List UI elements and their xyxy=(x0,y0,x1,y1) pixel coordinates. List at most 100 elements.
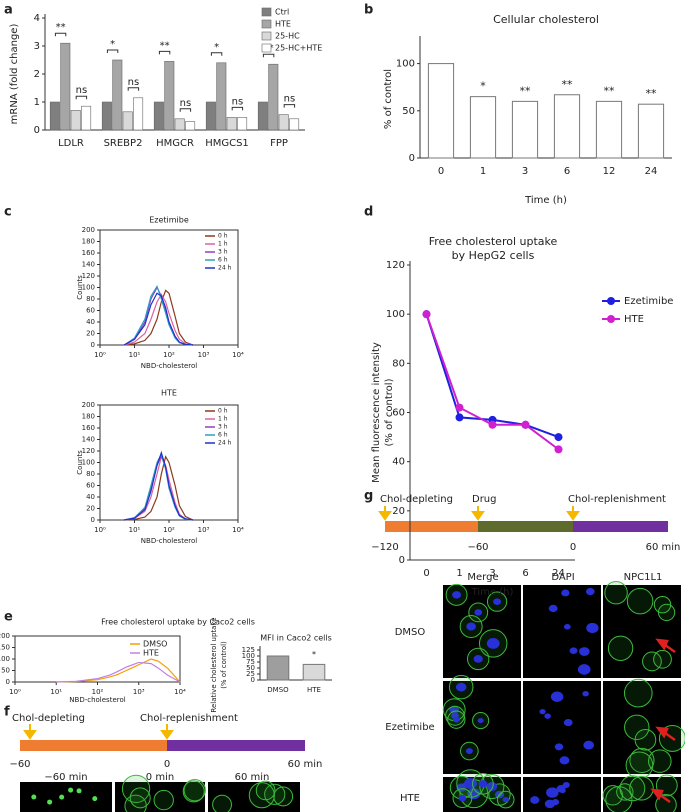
y-tick-label: 125 xyxy=(242,646,255,654)
y-tick-label: 75 xyxy=(246,658,255,666)
x-tick-label: 0 xyxy=(423,568,429,579)
y-tick-label: 0 xyxy=(34,125,40,136)
legend-label: 0 h xyxy=(218,233,228,240)
chart: 0 20 40 60 80 100 120 140 160 180 200 10⁰ 10¹ 10² 10³ 1… xyxy=(76,216,244,371)
y-axis-label: % of control xyxy=(383,69,394,129)
y-tick-label: 0 xyxy=(91,341,95,349)
point xyxy=(455,403,464,412)
panel-label: b xyxy=(364,3,373,18)
nucleus xyxy=(467,788,481,800)
x-tick-label: HTE xyxy=(307,686,321,694)
series-line xyxy=(56,658,181,683)
cell-membrane xyxy=(619,775,646,802)
micrographs xyxy=(20,580,685,812)
x-tick-label: 6 xyxy=(522,568,528,579)
bar xyxy=(302,663,326,681)
nucleus xyxy=(551,799,560,806)
point xyxy=(455,413,464,422)
column-header: DAPI xyxy=(551,572,574,583)
x-tick-label: FPP xyxy=(270,138,288,149)
bar xyxy=(226,117,237,131)
bracket xyxy=(231,106,244,111)
bar xyxy=(637,103,665,159)
cell-signal xyxy=(31,794,37,800)
y-tick-label: 120 xyxy=(82,447,95,455)
y-tick-label: 100 xyxy=(0,655,10,663)
bar xyxy=(122,111,133,131)
y-tick-label: 200 xyxy=(0,632,10,640)
bracket xyxy=(283,104,296,108)
timeline-tick: 0 xyxy=(570,542,576,553)
y-tick-label: 4 xyxy=(34,13,40,24)
nucleus xyxy=(478,780,488,788)
bar xyxy=(469,96,497,159)
nucleus xyxy=(548,604,558,613)
nucleus xyxy=(586,622,599,634)
cell-membrane xyxy=(623,678,653,708)
chart: 0 1 2 3 4 LDLR SREBP2 HMGCR HMGCS1 FPP mRNA (fold … xyxy=(9,8,322,150)
x-tick-label: HMGCR xyxy=(156,138,194,149)
legend-label: HTE xyxy=(275,20,291,29)
timeline-phase xyxy=(20,740,167,751)
legend-label: 3 h xyxy=(218,424,228,431)
y-tick-label: 80 xyxy=(86,470,95,478)
timeline-event: Chol-replenishment xyxy=(140,713,238,724)
bracket xyxy=(158,50,171,55)
image-label: −60 min xyxy=(44,772,87,783)
cell-membrane xyxy=(634,728,657,751)
legend-label: 0 h xyxy=(218,408,228,415)
cell-membrane xyxy=(653,649,672,669)
arrow xyxy=(160,724,174,740)
point xyxy=(554,445,563,454)
cell-membrane xyxy=(655,794,677,812)
timeline-phase xyxy=(385,521,478,532)
x-tick-label: 1 xyxy=(456,568,462,579)
y-tick-label: 100 xyxy=(242,652,255,660)
y-tick-label: 150 xyxy=(0,644,10,652)
timeline-tick: 60 min xyxy=(288,759,323,770)
x-axis-label: Time (h) xyxy=(471,587,514,598)
y-tick-label: 0 xyxy=(399,555,405,566)
y-tick-label: 200 xyxy=(82,401,95,409)
red-arrow xyxy=(655,638,676,654)
nucleus xyxy=(530,796,540,804)
x-tick-label: 10¹ xyxy=(129,526,141,534)
nucleus xyxy=(550,691,564,702)
cell-membrane xyxy=(653,595,672,614)
nucleus xyxy=(465,748,473,754)
nucleus xyxy=(473,655,483,663)
bar xyxy=(216,62,227,131)
x-tick-label: 10³ xyxy=(198,351,210,359)
timeline-event: Drug xyxy=(472,494,497,505)
x-axis-label: Time (h) xyxy=(524,195,567,206)
y-tick-label: 120 xyxy=(386,260,405,271)
chart-title: Free cholesterol uptake by Caco2 cells xyxy=(101,618,255,627)
timeline-event: Chol-depleting xyxy=(380,494,453,505)
nucleus xyxy=(455,682,467,692)
cell-membrane xyxy=(212,794,232,812)
nucleus xyxy=(561,589,570,597)
point xyxy=(521,420,530,429)
column-header: NPC1L1 xyxy=(624,572,663,583)
timeline-event: Chol-depleting xyxy=(12,713,85,724)
micrograph xyxy=(443,585,521,678)
cell-signal xyxy=(76,788,82,794)
y-tick-label: 50 xyxy=(246,664,255,672)
y-tick-label: 20 xyxy=(86,330,95,338)
y-tick-label: 50 xyxy=(402,106,415,117)
chart-title: Cellular cholesterol xyxy=(493,13,599,26)
bracket xyxy=(75,95,88,100)
bar xyxy=(595,100,623,159)
y-axis-label: Mean fluorescence intensity xyxy=(371,342,382,483)
legend-label: 1 h xyxy=(218,416,228,423)
legend-marker xyxy=(607,315,615,323)
nucleus xyxy=(586,587,595,596)
bar xyxy=(266,655,290,681)
y-tick-label: 100 xyxy=(82,284,95,292)
x-tick-label: 12 xyxy=(603,166,616,177)
y-tick-label: 0 xyxy=(251,676,255,684)
bar xyxy=(185,121,196,131)
cell-membrane xyxy=(129,787,151,809)
micrograph xyxy=(443,681,521,774)
nucleus xyxy=(464,778,477,789)
